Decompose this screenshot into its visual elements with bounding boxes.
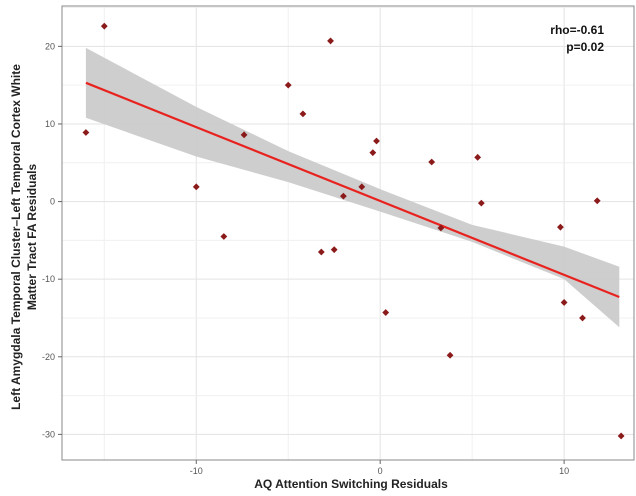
rho-annotation: rho=-0.61: [550, 23, 604, 37]
data-point-0: [82, 129, 90, 136]
data-point-22: [579, 314, 586, 322]
x-axis-title: AQ Attention Switching Residuals: [254, 477, 448, 491]
data-point-12: [369, 149, 377, 157]
y-tick-label: 10: [45, 119, 55, 129]
data-point-2: [192, 183, 200, 191]
data-point-3: [220, 233, 228, 240]
y-tick-label: -10: [42, 274, 55, 284]
data-point-1: [100, 22, 108, 30]
data-point-24: [617, 432, 625, 440]
confidence-band: [85, 47, 620, 328]
p-annotation: p=0.02: [566, 40, 604, 54]
data-point-11: [358, 183, 366, 191]
data-point-20: [557, 223, 564, 231]
data-point-14: [382, 309, 390, 316]
data-point-18: [474, 153, 482, 161]
data-point-5: [284, 81, 292, 89]
x-tick-label: 0: [378, 466, 383, 476]
y-axis-title-line1: Left Amygdala Temporal Cluster–Left Temp…: [9, 64, 23, 410]
data-point-21: [560, 299, 568, 306]
x-axis-ticks: -10 0 10: [190, 460, 569, 476]
data-point-19: [477, 199, 485, 207]
data-point-8: [327, 37, 334, 45]
y-tick-label: -20: [42, 352, 55, 362]
data-point-13: [373, 137, 380, 145]
data-point-6: [299, 110, 307, 118]
plot-panel-border: [61, 5, 635, 461]
x-tick-label: 10: [559, 466, 569, 476]
y-axis-title-line2: Matter Tract FA Residuals: [25, 164, 39, 311]
y-axis-ticks: 20 10 0 -10 -20 -30: [42, 41, 62, 439]
data-point-7: [317, 248, 325, 256]
data-point-10: [340, 192, 347, 200]
data-points: [82, 22, 625, 440]
grid: [62, 6, 634, 460]
data-point-9: [330, 246, 338, 254]
data-point-17: [446, 351, 454, 359]
data-point-23: [593, 197, 601, 205]
data-point-16: [437, 224, 445, 232]
regression-line: [85, 81, 620, 299]
data-point-15: [428, 158, 436, 166]
data-point-4: [240, 131, 248, 139]
y-tick-label: -30: [42, 429, 55, 439]
y-tick-label: 20: [45, 41, 55, 51]
x-tick-label: -10: [190, 466, 203, 476]
y-tick-label: 0: [50, 197, 55, 207]
